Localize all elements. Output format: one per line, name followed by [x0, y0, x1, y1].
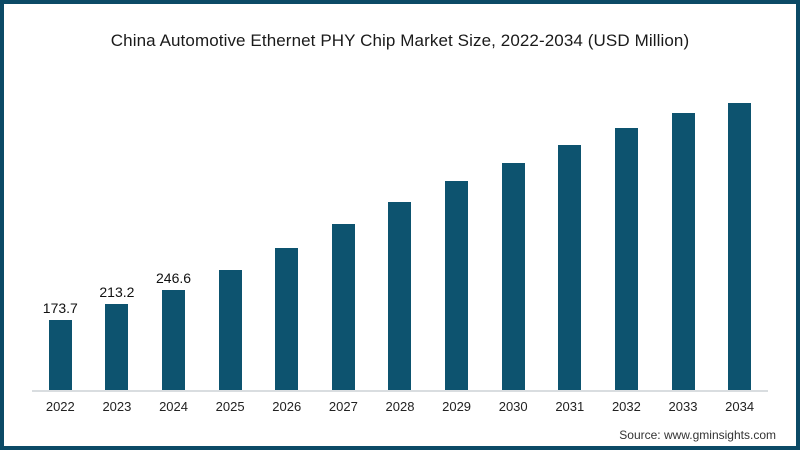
x-tick-2022: 2022 [45, 399, 75, 414]
bar-2029 [445, 181, 469, 391]
bar-column-2023: 213.2 [89, 284, 146, 391]
x-axis-labels: 2022 2023 2024 2025 2026 2027 2028 2029 2030 2031… [32, 399, 768, 414]
bar-column-2026 [258, 248, 315, 391]
bar-column-2024: 246.6 [145, 270, 202, 391]
bar-2034 [728, 103, 752, 391]
bars-container: 173.7 213.2 246.6 [32, 103, 768, 391]
x-tick-2024: 2024 [159, 399, 188, 414]
chart-title: China Automotive Ethernet PHY Chip Marke… [110, 31, 690, 50]
value-label-2023: 213.2 [99, 284, 135, 300]
bar-2032 [614, 128, 638, 391]
bar-2026 [275, 248, 299, 391]
x-tick-2031: 2031 [555, 399, 585, 414]
plot-area: 173.7 213.2 246.6 2022 2023 2024 2025 2026 2027… [4, 4, 796, 446]
value-label-2024: 246.6 [156, 270, 192, 286]
source-text: Source: www.gminsights.com [619, 428, 776, 442]
bar-2024 [162, 290, 186, 391]
x-tick-2032: 2032 [611, 399, 641, 414]
bar-2033 [671, 113, 695, 391]
bar-column-2031 [541, 145, 598, 391]
bar-2030 [501, 163, 525, 391]
x-axis-line [32, 390, 768, 392]
x-tick-2027: 2027 [328, 399, 358, 414]
bar-2023 [105, 304, 129, 391]
bar-column-2034 [711, 103, 768, 391]
bar-column-2030 [485, 163, 542, 391]
bar-column-2029 [428, 181, 485, 391]
x-tick-2030: 2030 [498, 399, 528, 414]
x-tick-2029: 2029 [442, 399, 472, 414]
x-tick-2025: 2025 [215, 399, 245, 414]
bar-2031 [558, 145, 582, 391]
bar-column-2028 [372, 202, 429, 391]
x-tick-2034: 2034 [725, 399, 755, 414]
x-tick-2023: 2023 [102, 399, 132, 414]
bar-column-2022: 173.7 [32, 300, 89, 391]
bar-column-2032 [598, 128, 655, 391]
bar-column-2025 [202, 270, 259, 391]
x-tick-2033: 2033 [668, 399, 698, 414]
bar-column-2033 [655, 113, 712, 391]
bar-2027 [331, 224, 355, 391]
bar-2028 [388, 202, 412, 391]
x-tick-2028: 2028 [385, 399, 415, 414]
bar-column-2027 [315, 224, 372, 391]
bar-2022 [48, 320, 72, 391]
bar-2025 [218, 270, 242, 391]
value-label-2022: 173.7 [42, 300, 78, 316]
x-tick-2026: 2026 [272, 399, 302, 414]
